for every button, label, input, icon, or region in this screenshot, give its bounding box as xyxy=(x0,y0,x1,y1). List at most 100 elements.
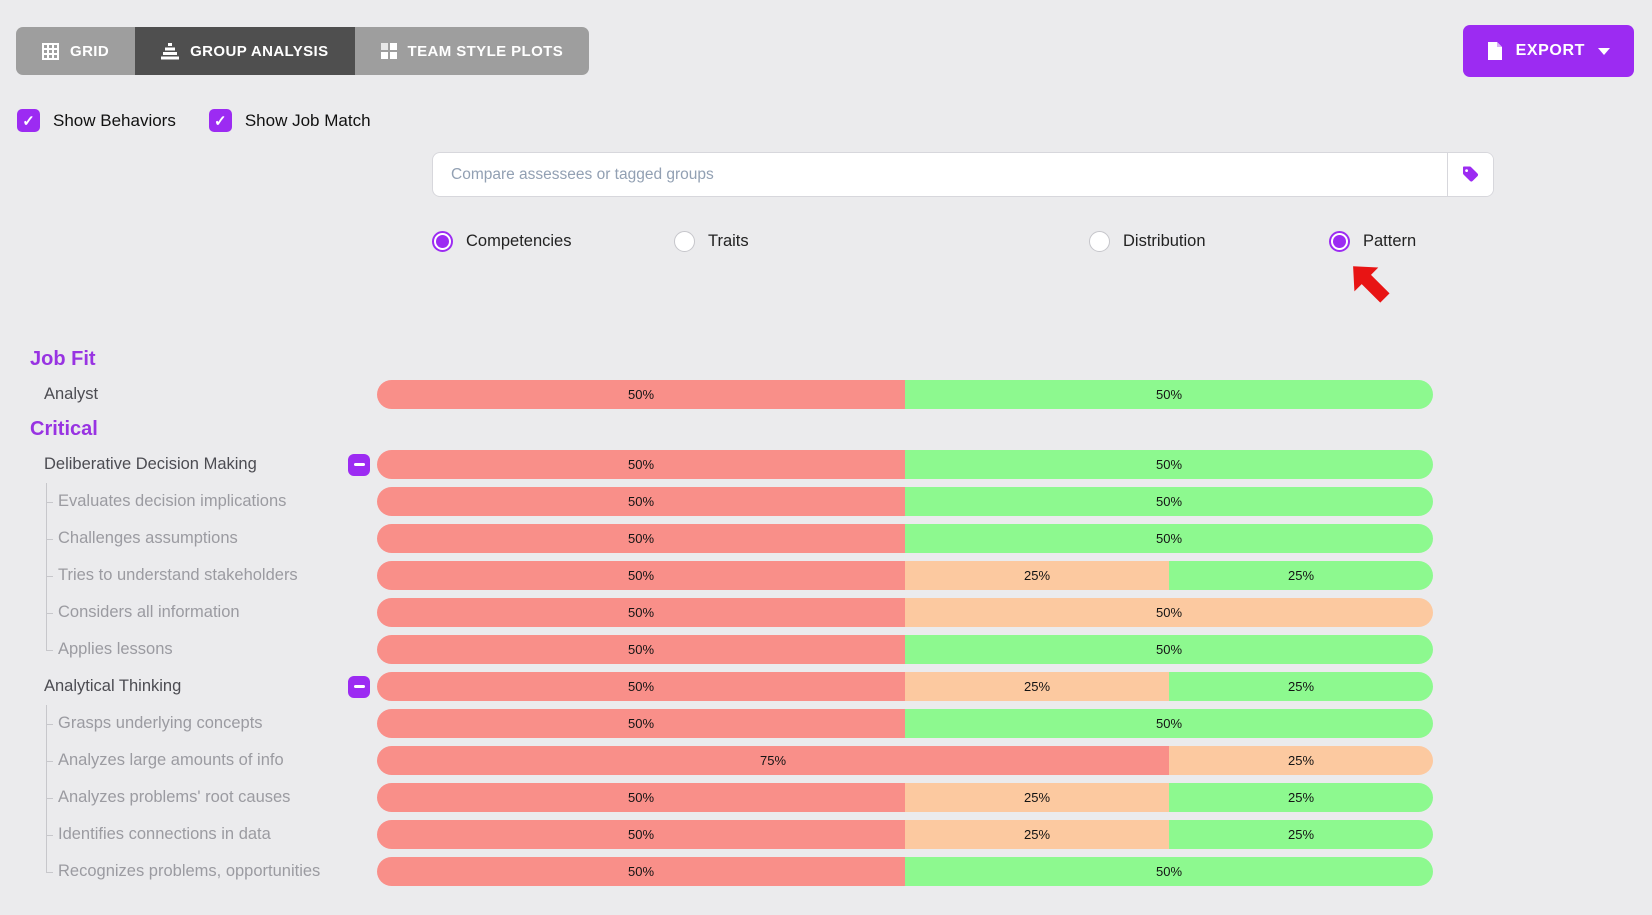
show-job-match-toggle[interactable]: Show Job Match xyxy=(208,109,371,132)
bar-segment-green[interactable]: 25% xyxy=(1169,820,1433,849)
row-label: Deliberative Decision Making xyxy=(44,455,257,473)
bar-segment-red[interactable]: 50% xyxy=(377,524,905,553)
row-label-cell: Identifies connections in data xyxy=(0,816,377,853)
tab-group-analysis[interactable]: GROUP ANALYSIS xyxy=(135,27,355,75)
stacked-bar: 50% 50% xyxy=(377,487,1433,516)
bar-segment-green[interactable]: 50% xyxy=(905,709,1433,738)
segment-percent: 50% xyxy=(1155,642,1183,657)
row-label-cell: Analyzes problems' root causes xyxy=(0,779,377,816)
analysis-row: Evaluates decision implications 50% 50% xyxy=(0,483,1652,520)
radio-selected-icon xyxy=(432,231,453,252)
stacked-bar: 50% 25% 25% xyxy=(377,561,1433,590)
stacked-bar: 50% 50% xyxy=(377,598,1433,627)
segment-percent: 25% xyxy=(1023,679,1051,694)
analysis-row: Deliberative Decision Making 50% 50% xyxy=(0,446,1652,483)
caret-down-icon xyxy=(1598,47,1610,55)
segment-percent: 75% xyxy=(759,753,787,768)
segment-percent: 50% xyxy=(627,457,655,472)
segment-percent: 50% xyxy=(627,494,655,509)
bar-segment-green[interactable]: 50% xyxy=(905,380,1433,409)
search-input[interactable] xyxy=(433,153,1447,196)
bar-segment-green[interactable]: 25% xyxy=(1169,672,1433,701)
radio-label: Traits xyxy=(708,232,749,250)
row-label-cell: Analytical Thinking xyxy=(0,668,377,705)
segment-percent: 50% xyxy=(1155,716,1183,731)
bar-segment-orange[interactable]: 25% xyxy=(905,820,1169,849)
annotation-arrow-icon xyxy=(1338,254,1400,314)
bar-segment-red[interactable]: 50% xyxy=(377,783,905,812)
segment-percent: 25% xyxy=(1287,568,1315,583)
bar-segment-orange[interactable]: 25% xyxy=(905,672,1169,701)
segment-percent: 25% xyxy=(1287,753,1315,768)
bar-segment-red[interactable]: 50% xyxy=(377,380,905,409)
tab-label: TEAM STYLE PLOTS xyxy=(407,42,564,60)
segment-percent: 50% xyxy=(627,605,655,620)
row-label-cell: Evaluates decision implications xyxy=(0,483,377,520)
bar-segment-red[interactable]: 50% xyxy=(377,450,905,479)
bar-segment-green[interactable]: 50% xyxy=(905,857,1433,886)
bar-segment-red[interactable]: 50% xyxy=(377,672,905,701)
bar-segment-green[interactable]: 50% xyxy=(905,524,1433,553)
segment-percent: 50% xyxy=(1155,531,1183,546)
radio-distribution[interactable]: Distribution xyxy=(1089,231,1206,252)
toggle-label: Show Behaviors xyxy=(53,110,176,130)
bar-segment-orange[interactable]: 50% xyxy=(905,598,1433,627)
tag-button[interactable] xyxy=(1447,153,1493,196)
segment-percent: 50% xyxy=(627,864,655,879)
radio-label: Distribution xyxy=(1123,232,1206,250)
compare-search xyxy=(432,152,1494,197)
bar-segment-red[interactable]: 50% xyxy=(377,857,905,886)
tree-connector xyxy=(46,816,56,853)
export-button[interactable]: EXPORT xyxy=(1462,25,1634,77)
stacked-bar: 50% 50% xyxy=(377,857,1433,886)
segment-percent: 50% xyxy=(1155,494,1183,509)
collapse-button[interactable] xyxy=(348,675,370,698)
stacked-bar: 50% 50% xyxy=(377,709,1433,738)
radio-unselected-icon xyxy=(1089,231,1110,252)
radio-label: Pattern xyxy=(1363,232,1417,250)
radio-competencies[interactable]: Competencies xyxy=(432,231,571,252)
analysis-row: Tries to understand stakeholders 50% 25% 25… xyxy=(0,557,1652,594)
segment-percent: 25% xyxy=(1287,679,1315,694)
grid-icon xyxy=(42,42,59,60)
toggle-row: Show Behaviors Show Job Match xyxy=(17,109,371,132)
analysis-row: Recognizes problems, opportunities 50% 50% xyxy=(0,853,1652,890)
bar-segment-green[interactable]: 50% xyxy=(905,450,1433,479)
view-tabs: GRID GROUP ANALYSIS TEAM STYLE PLOTS xyxy=(16,27,590,75)
row-label: Grasps underlying concepts xyxy=(58,714,263,732)
tag-icon xyxy=(1461,165,1480,184)
bar-segment-red[interactable]: 50% xyxy=(377,487,905,516)
segment-percent: 25% xyxy=(1287,827,1315,842)
bar-segment-green[interactable]: 25% xyxy=(1169,561,1433,590)
tab-label: GRID xyxy=(70,42,110,60)
radio-traits[interactable]: Traits xyxy=(674,231,749,252)
segment-percent: 50% xyxy=(627,790,655,805)
bar-segment-green[interactable]: 25% xyxy=(1169,783,1433,812)
segment-percent: 50% xyxy=(627,679,655,694)
row-label: Applies lessons xyxy=(58,640,173,658)
bar-segment-green[interactable]: 50% xyxy=(905,487,1433,516)
row-label: Recognizes problems, opportunities xyxy=(58,862,321,880)
bar-segment-red[interactable]: 50% xyxy=(377,598,905,627)
collapse-button[interactable] xyxy=(348,453,370,476)
segment-percent: 50% xyxy=(1155,457,1183,472)
minus-icon xyxy=(353,462,365,467)
segment-percent: 25% xyxy=(1023,827,1051,842)
tree-connector xyxy=(46,779,56,816)
row-label: Tries to understand stakeholders xyxy=(58,566,298,584)
bar-segment-orange[interactable]: 25% xyxy=(905,783,1169,812)
radio-pattern[interactable]: Pattern xyxy=(1329,231,1416,252)
bar-segment-red[interactable]: 75% xyxy=(377,746,1169,775)
bar-segment-orange[interactable]: 25% xyxy=(1169,746,1433,775)
bar-segment-green[interactable]: 50% xyxy=(905,635,1433,664)
bar-segment-red[interactable]: 50% xyxy=(377,709,905,738)
stacked-bar: 50% 50% xyxy=(377,524,1433,553)
show-behaviors-toggle[interactable]: Show Behaviors xyxy=(17,109,176,132)
bar-segment-red[interactable]: 50% xyxy=(377,561,905,590)
tab-team-style-plots[interactable]: TEAM STYLE PLOTS xyxy=(354,27,590,75)
radio-label: Competencies xyxy=(466,232,572,250)
tab-grid[interactable]: GRID xyxy=(16,27,136,75)
bar-segment-orange[interactable]: 25% xyxy=(905,561,1169,590)
bar-segment-red[interactable]: 50% xyxy=(377,635,905,664)
bar-segment-red[interactable]: 50% xyxy=(377,820,905,849)
